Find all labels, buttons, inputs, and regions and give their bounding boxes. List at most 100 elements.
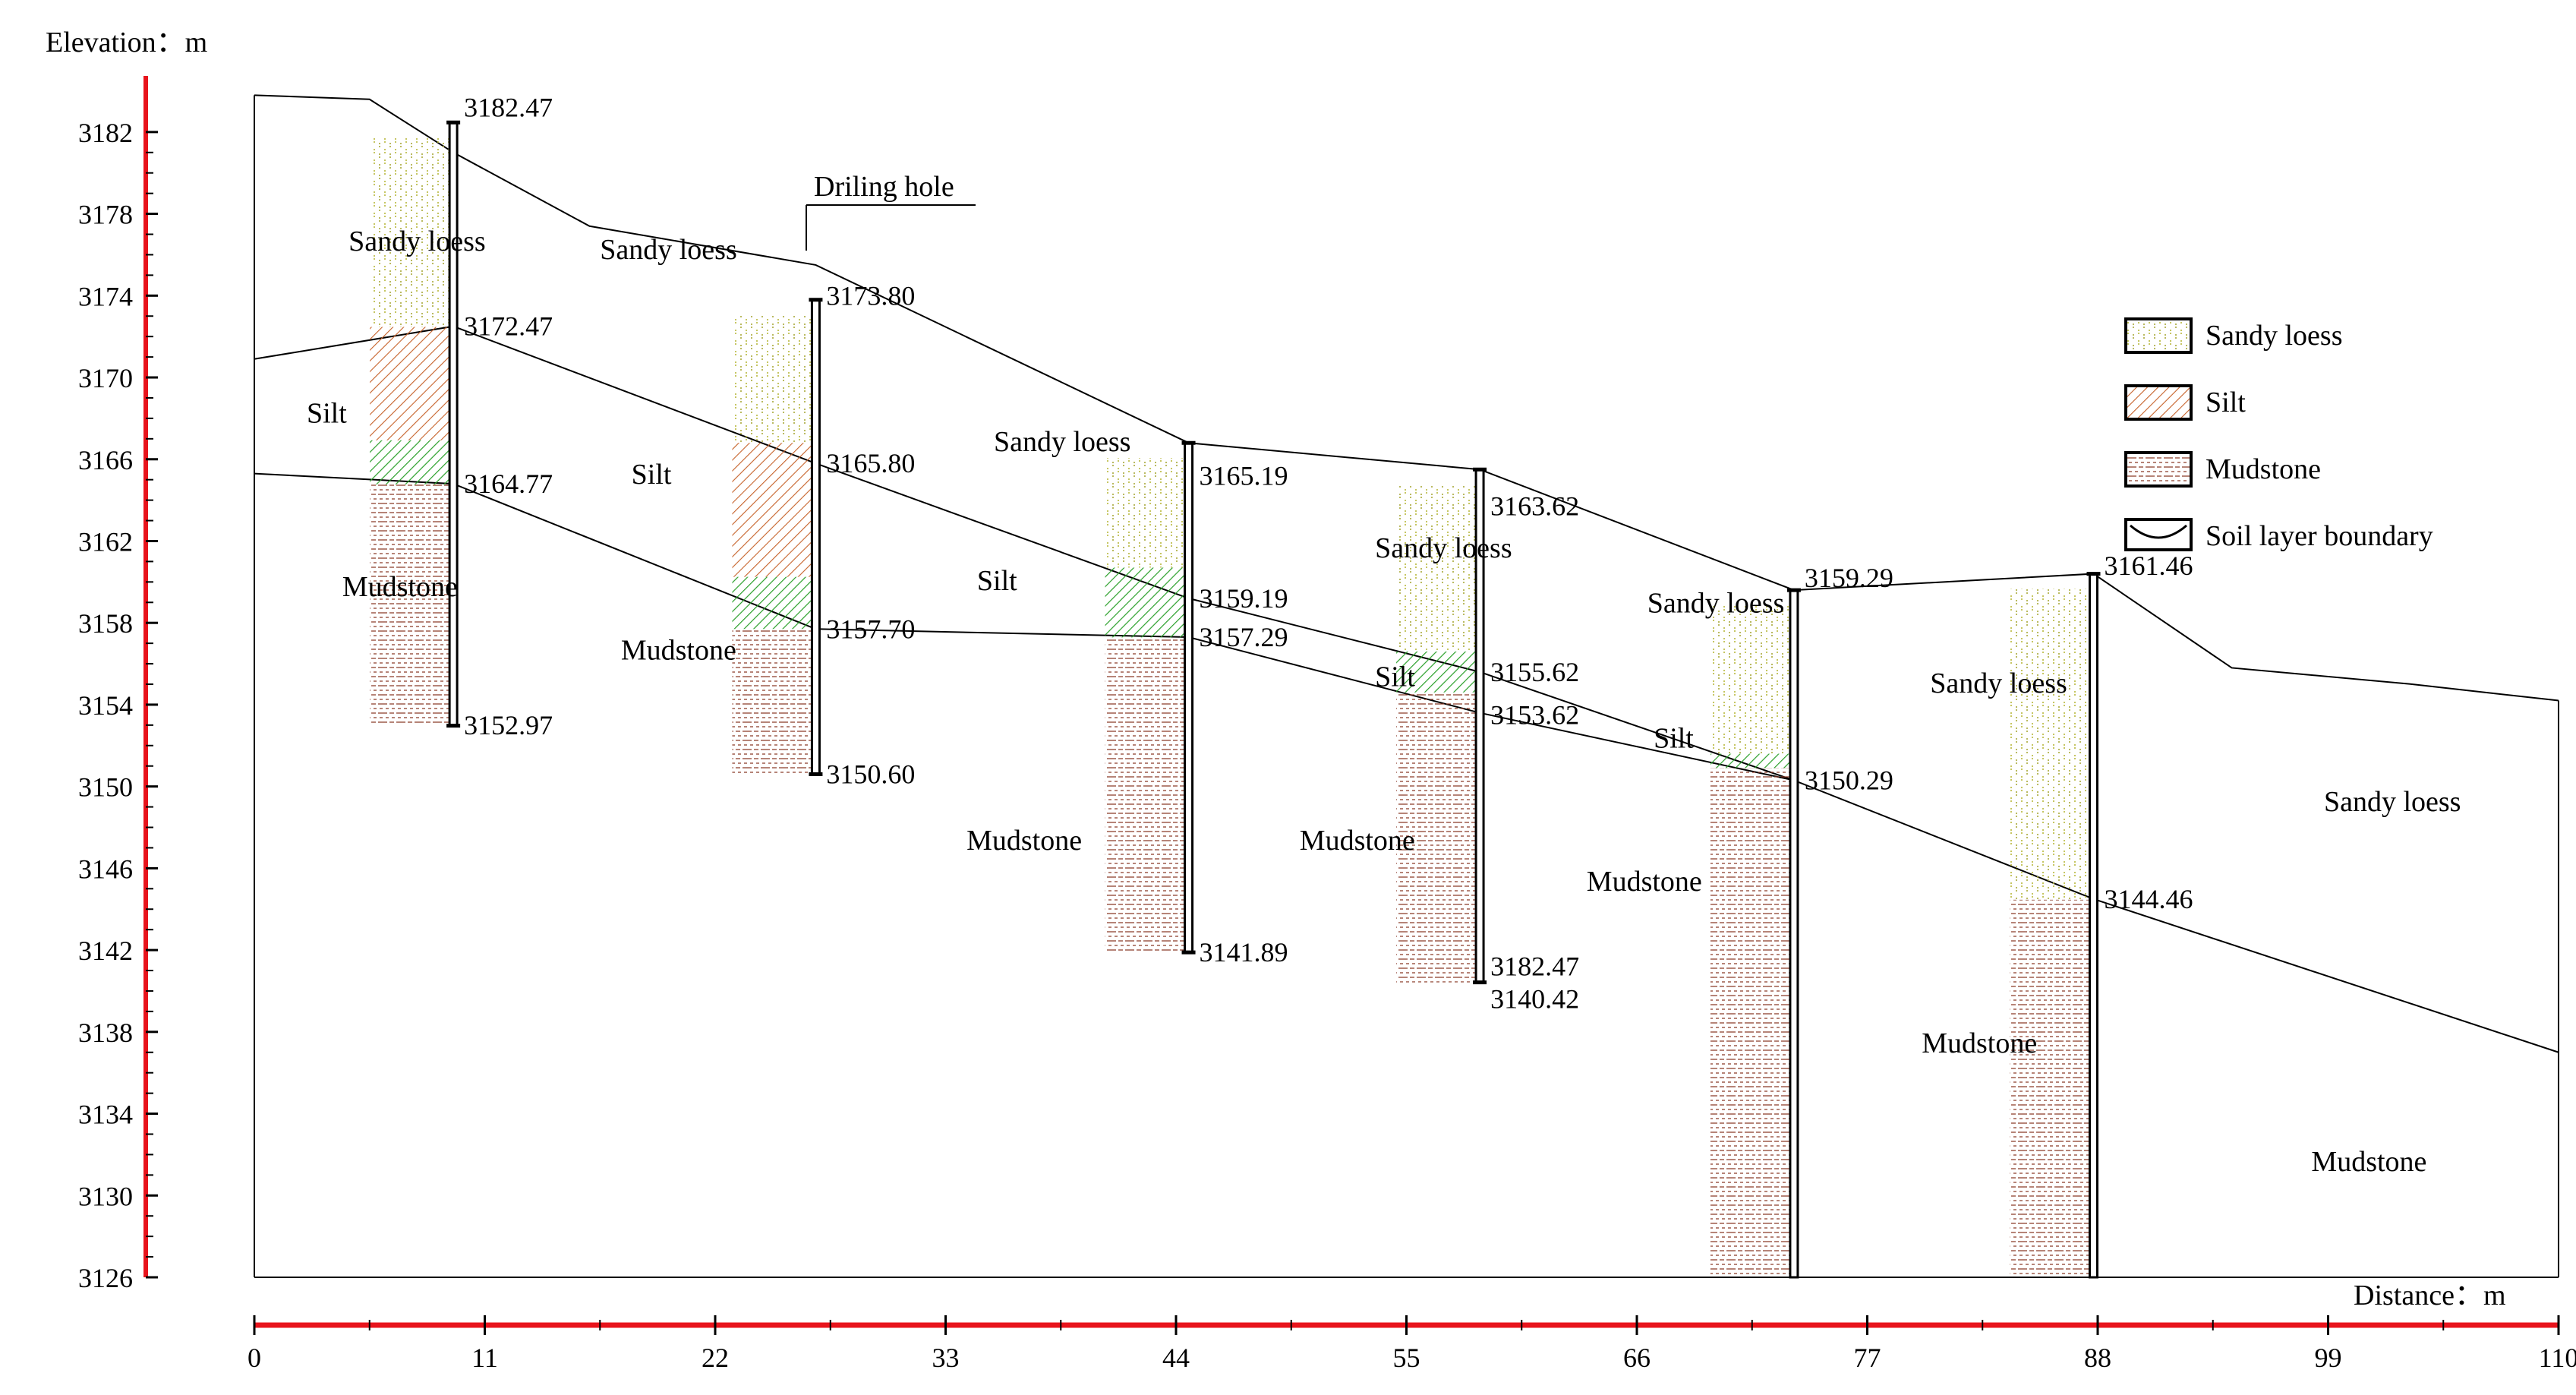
y-tick-label: 3178 [78, 200, 133, 230]
layer-label: Mudstone [1587, 866, 1702, 898]
elevation-label: 3144.46 [2104, 884, 2193, 914]
legend-item-loess: Sandy loess [2124, 317, 2343, 354]
drill-rod [2088, 573, 2098, 1279]
mudstone-column [732, 629, 816, 775]
mudstone-column [370, 484, 454, 726]
borehole-3: 3165.19 3159.19 3157.29 3141.89 [1105, 440, 1288, 967]
y-tick-label: 3134 [78, 1100, 133, 1130]
layer-label: Sandy loess [1375, 532, 1512, 564]
mudstone-column [2010, 899, 2094, 1277]
elevation-label: 3159.19 [1200, 583, 1288, 614]
y-axis: 3182 3178 3174 3170 3166 3162 3158 3154 3150 3146… [78, 76, 158, 1293]
y-tick-label: 3174 [78, 281, 133, 311]
y-tick-label: 3162 [78, 526, 133, 557]
silt-column-lower [1105, 617, 1189, 638]
y-tick-label: 3166 [78, 445, 133, 475]
drill-rod [810, 298, 821, 775]
mudstone-column [1396, 692, 1480, 983]
y-tick-label: 3126 [78, 1263, 133, 1293]
silt-column-lower [732, 576, 816, 630]
drill-rod [1789, 589, 1799, 1279]
y-tick-label: 3142 [78, 936, 133, 966]
legend-item-boundary: Soil layer boundary [2124, 518, 2433, 552]
elevation-label: 3161.46 [2104, 551, 2193, 581]
elevation-label: 3159.29 [1805, 563, 1893, 593]
layer-label: Sandy loess [1930, 668, 2067, 699]
x-axis-title: Distance：m [2354, 1280, 2506, 1311]
silt-column [370, 327, 454, 440]
loess-column [1396, 484, 1480, 652]
x-tick-label: 22 [702, 1343, 729, 1373]
layer-label: Sandy loess [2324, 786, 2461, 818]
elevation-label: 3165.19 [1200, 460, 1288, 491]
loess-column [732, 314, 816, 443]
x-tick-label: 110 [2539, 1343, 2576, 1373]
silt-column [732, 443, 816, 577]
silt-column-lower [1710, 764, 1794, 769]
y-tick-label: 3138 [78, 1018, 133, 1048]
borehole-2: 3173.80 3165.80 3157.70 3150.60 [732, 280, 915, 789]
elevation-label: 3150.60 [826, 759, 915, 789]
layer-label: Silt [1375, 661, 1415, 693]
silt-column [1396, 651, 1480, 681]
x-tick-label: 33 [932, 1343, 960, 1373]
y-tick-label: 3150 [78, 772, 133, 803]
boreholes: 3182.47 3172.47 3164.77 3152.97 3173.80 3165.… [370, 93, 2193, 1279]
silt-column [1105, 567, 1189, 618]
layer-label: Sandy loess [994, 426, 1131, 458]
legend-label: Silt [2206, 387, 2246, 418]
layer-label: Mudstone [621, 635, 736, 667]
elevation-label: 3163.62 [1490, 491, 1579, 522]
elevation-label: 3141.89 [1200, 937, 1288, 967]
silt-column-lower [370, 440, 454, 484]
silt-column [1710, 753, 1794, 765]
loess-column [1105, 458, 1189, 568]
legend-item-mud: Mudstone [2124, 451, 2321, 488]
layer-label: Silt [307, 397, 347, 429]
borehole-5: 3159.29 3150.29 [1710, 563, 1893, 1279]
y-tick-label: 3130 [78, 1181, 133, 1211]
loess-column [2010, 589, 2094, 900]
legend-swatch [2124, 518, 2193, 551]
layer-label: Mudstone [342, 571, 458, 603]
elevation-label: 3155.62 [1490, 657, 1579, 687]
y-tick-label: 3182 [78, 118, 133, 148]
drill-rod [1184, 441, 1194, 954]
x-tick-label: 99 [2315, 1343, 2342, 1373]
layer-labels: Sandy loess Sandy loess Silt Silt Mudstone Mu… [307, 226, 2461, 1178]
y-tick-label: 3154 [78, 690, 133, 721]
elevation-label: 3152.97 [464, 710, 553, 740]
x-tick-label: 44 [1162, 1343, 1190, 1373]
y-tick-label: 3146 [78, 854, 133, 884]
drill-rod [448, 121, 459, 727]
legend-label: Sandy loess [2206, 320, 2343, 352]
callout-label: Driling hole [814, 171, 954, 203]
layer-label: Mudstone [966, 825, 1082, 857]
elevation-label: 3182.47 [1490, 952, 1579, 982]
layer-label: Silt [632, 459, 672, 491]
layer-label: Sandy loess [348, 226, 485, 257]
borehole-6: 3161.46 3144.46 [2010, 551, 2193, 1279]
legend-swatch [2124, 317, 2193, 354]
loess-column [1710, 605, 1794, 754]
layer-label: Silt [1654, 722, 1694, 754]
x-tick-label: 0 [248, 1343, 261, 1373]
elevation-label: 3173.80 [826, 280, 915, 311]
mudstone-column [1105, 637, 1189, 953]
legend: Sandy loess Silt Mudstone Soil layer bounda… [2124, 317, 2433, 552]
elevation-label: 3165.80 [826, 448, 915, 478]
elevation-label: 3153.62 [1490, 699, 1579, 730]
layer-label: Mudstone [2311, 1146, 2426, 1178]
silt-column-lower [1396, 680, 1480, 693]
elevation-label: 3140.42 [1490, 984, 1579, 1015]
legend-boundary-curve [2130, 524, 2187, 539]
loess-column [370, 137, 454, 327]
x-tick-label: 66 [1623, 1343, 1651, 1373]
elevation-label: 3182.47 [464, 93, 553, 123]
layer-label: Silt [977, 565, 1017, 597]
elevation-label: 3150.29 [1805, 765, 1893, 796]
layer-label: Mudstone [1300, 825, 1415, 857]
elevation-label: 3164.77 [464, 469, 553, 499]
